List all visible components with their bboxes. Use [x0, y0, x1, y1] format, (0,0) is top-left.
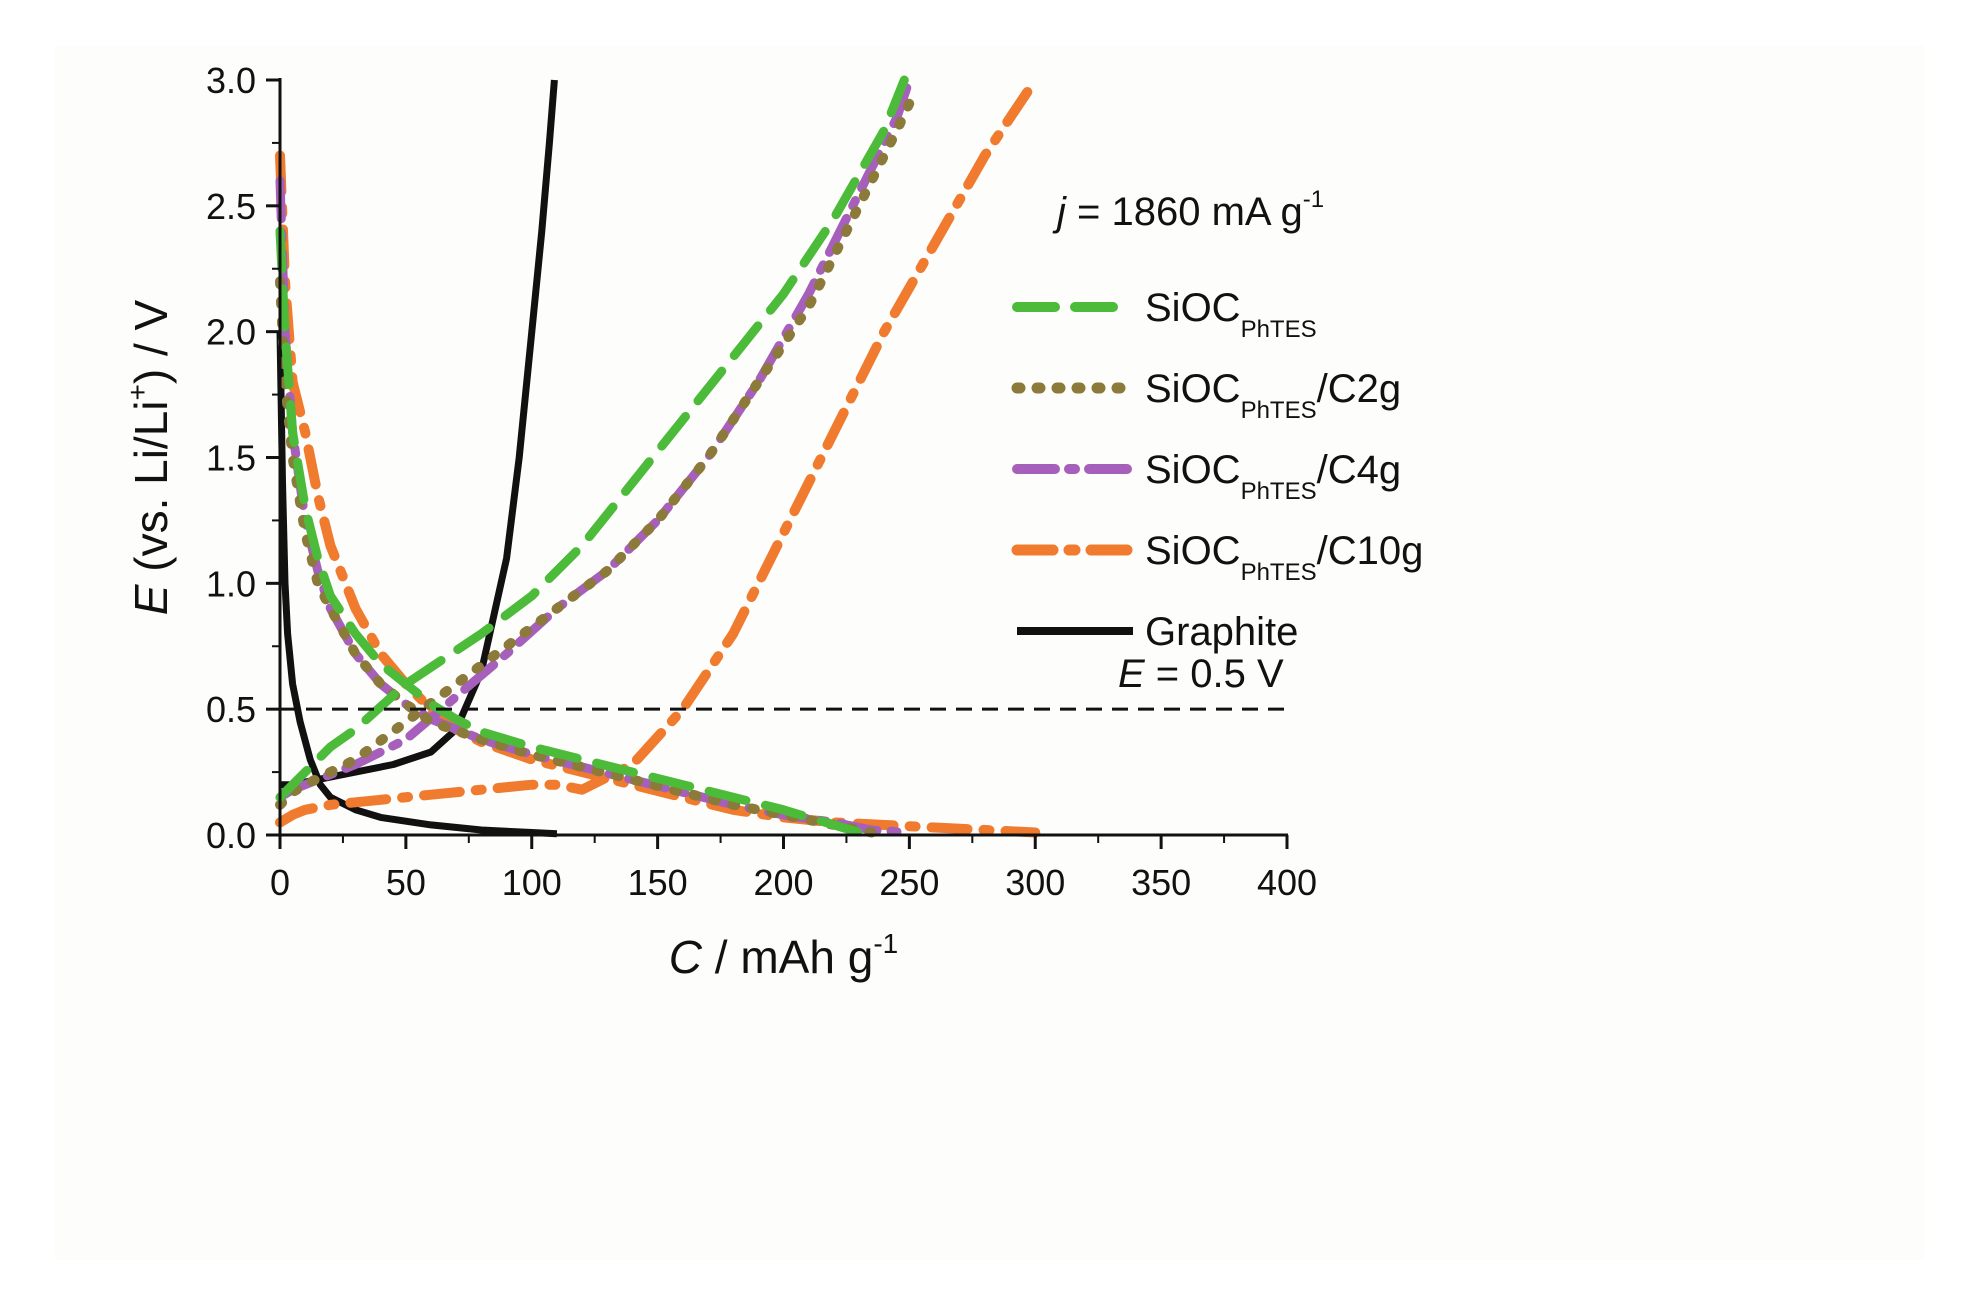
x-tick-label: 350 [1131, 862, 1191, 903]
series-sioc-phtes-c10g-charge [275, 75, 1041, 828]
legend-label-sioc-phtes-c10g: SiOCPhTES/C10g [1145, 529, 1423, 586]
legend-label-graphite: Graphite [1145, 610, 1298, 654]
legend-label-sioc-phtes-c2g: SiOCPhTES/C2g [1145, 367, 1401, 424]
y-tick-label: 2.0 [206, 312, 256, 353]
x-axis-title: C / mAh g-1 [669, 928, 898, 983]
y-tick-label: 3.0 [206, 60, 256, 101]
series-sioc-phtes-discharge [275, 226, 864, 837]
x-tick-label: 300 [1005, 862, 1065, 903]
y-tick-label: 0.0 [206, 815, 256, 856]
chart: 0 50 100 150 200 250 300 350 400 0.0 0.5 1.0 1.5 2.0 2… [122, 60, 1423, 983]
x-tick-label: 0 [270, 862, 290, 903]
tick-layer: 0 50 100 150 200 250 300 350 400 0.0 0.5 1.0 1.5 2.0 2… [206, 60, 1317, 903]
legend-label-sioc-phtes-c4g: SiOCPhTES/C4g [1145, 448, 1401, 505]
series-sioc-phtes-c2g-charge [275, 87, 920, 810]
y-axis-title: E (vs. Li/Li+) / V [122, 299, 177, 615]
reference-line-label: E = 0.5 V [1118, 652, 1284, 696]
series-sioc-phtes-c2g-discharge [275, 276, 877, 838]
legend: SiOCPhTES SiOCPhTES/C2g SiOCPhTES/C4g SiOCP… [1011, 286, 1423, 654]
legend-label-sioc-phtes: SiOCPhTES [1145, 286, 1317, 343]
current-density-label: j = 1860 mA g-1 [1052, 186, 1324, 234]
series-sioc-phtes-c10g-discharge [275, 150, 1041, 838]
series-layer [275, 75, 1287, 838]
series-sioc-phtes-charge [275, 75, 909, 802]
y-tick-label: 0.5 [206, 689, 256, 730]
x-tick-label: 50 [386, 862, 426, 903]
plot-panel: 0 50 100 150 200 250 300 350 400 0.0 0.5 1.0 1.5 2.0 2… [55, 45, 1925, 1260]
y-tick-label: 2.5 [206, 186, 256, 227]
x-tick-label: 100 [502, 862, 562, 903]
label-layer: C / mAh g-1 E (vs. Li/Li+) / V j = 1860 mA… [122, 186, 1324, 983]
x-tick-label: 200 [753, 862, 813, 903]
y-tick-label: 1.0 [206, 563, 256, 604]
series-sioc-phtes-c4g-charge [275, 75, 914, 802]
x-tick-label: 150 [628, 862, 688, 903]
series-graphite-discharge [276, 331, 558, 838]
x-tick-label: 250 [879, 862, 939, 903]
x-tick-label: 400 [1257, 862, 1317, 903]
y-tick-label: 1.5 [206, 438, 256, 479]
